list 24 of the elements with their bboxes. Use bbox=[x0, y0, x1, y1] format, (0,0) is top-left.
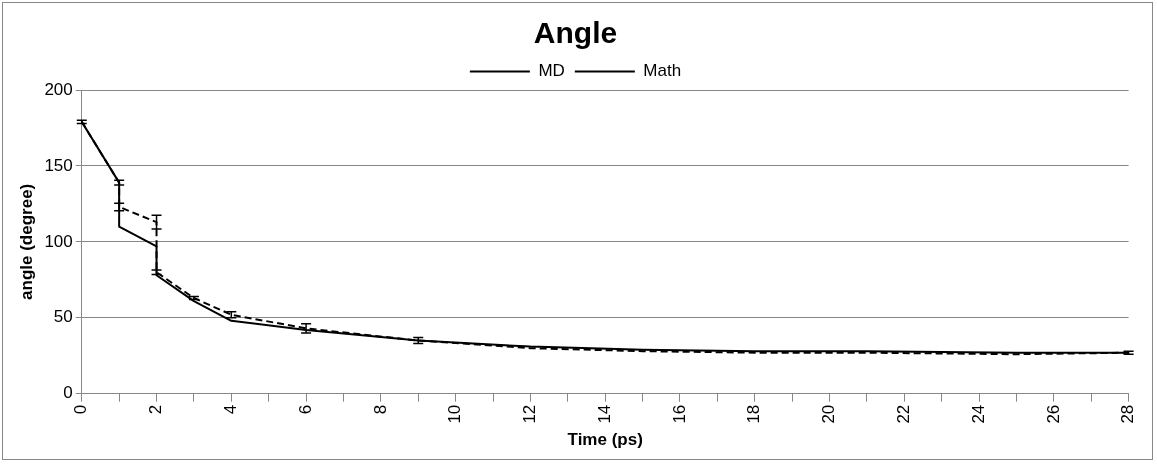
y-tick-label: 50 bbox=[53, 307, 73, 327]
x-tick-label: 14 bbox=[594, 404, 614, 424]
x-tick-label: 0 bbox=[71, 404, 91, 415]
x-axis-title: Time (ps) bbox=[567, 430, 643, 450]
x-tick-label: 6 bbox=[295, 404, 315, 415]
x-tick-label: 28 bbox=[1118, 404, 1138, 424]
x-tick-label: 4 bbox=[221, 404, 240, 415]
x-tick-label: 12 bbox=[520, 404, 540, 424]
x-tick-label: 2 bbox=[146, 404, 166, 415]
x-tick-label: 8 bbox=[370, 404, 390, 415]
y-tick-label: 150 bbox=[44, 155, 73, 175]
y-tick-label: 100 bbox=[44, 231, 73, 251]
legend-label: MD bbox=[538, 61, 565, 81]
y-tick-label: 200 bbox=[44, 79, 73, 99]
x-tick-label: 24 bbox=[968, 404, 988, 424]
x-tick-label: 16 bbox=[669, 404, 689, 424]
x-tick-label: 20 bbox=[819, 404, 839, 424]
legend-label: Math bbox=[643, 61, 682, 81]
x-tick-label: 22 bbox=[893, 404, 913, 424]
x-tick-label: 10 bbox=[445, 404, 465, 424]
x-tick-label: 18 bbox=[744, 404, 764, 424]
x-tick-label: 26 bbox=[1043, 404, 1063, 424]
y-axis-title: angle (degree) bbox=[16, 183, 36, 300]
chart-title: Angle bbox=[533, 16, 618, 50]
